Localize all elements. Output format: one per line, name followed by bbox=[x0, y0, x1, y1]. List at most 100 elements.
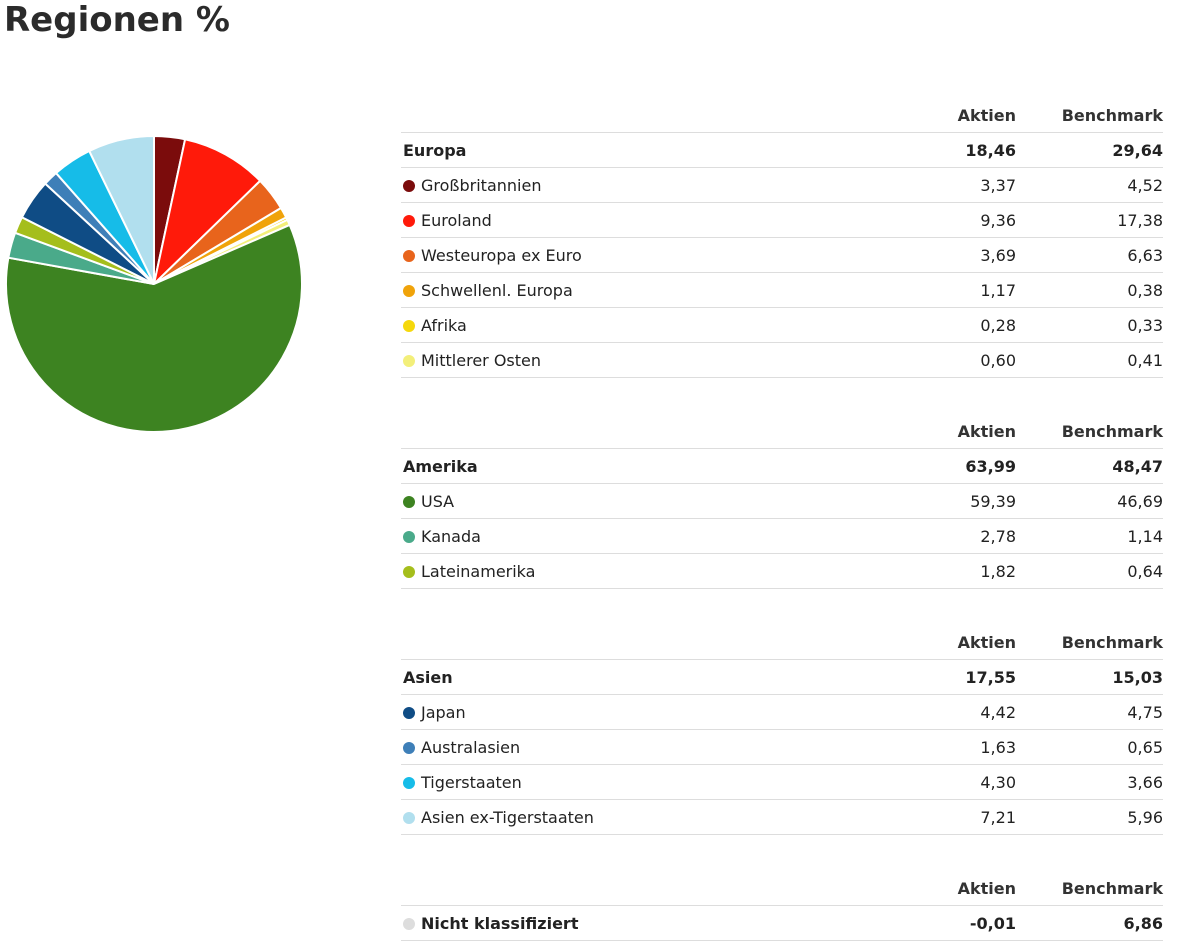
group-row: Asien 17,55 15,03 bbox=[401, 659, 1163, 695]
group-aktien: 18,46 bbox=[876, 132, 1016, 168]
unclassified-block: Aktien Benchmark Nicht klassifiziert -0,01 6… bbox=[401, 871, 1163, 941]
region-name: Westeuropa ex Euro bbox=[421, 245, 582, 265]
unclassified-benchmark: 6,86 bbox=[1016, 905, 1163, 941]
legend-dot-icon bbox=[403, 354, 415, 367]
table-row: Großbritannien 3,37 4,52 bbox=[401, 167, 1163, 203]
header-aktien: Aktien bbox=[957, 421, 1016, 441]
header-spacer bbox=[401, 871, 876, 906]
header-aktien: Aktien bbox=[957, 878, 1016, 898]
region-block: Aktien Benchmark Europa 18,46 29,64 Großbrita… bbox=[401, 98, 1163, 378]
pie-chart bbox=[0, 130, 310, 440]
table-row: Lateinamerika 1,82 0,64 bbox=[401, 553, 1163, 589]
region-name-cell: Afrika bbox=[401, 307, 876, 343]
table-row: Afrika 0,28 0,33 bbox=[401, 307, 1163, 343]
region-aktien: 1,17 bbox=[876, 272, 1016, 308]
unclassified-table: Aktien Benchmark Nicht klassifiziert -0,01 6… bbox=[401, 871, 1163, 941]
region-benchmark: 0,38 bbox=[1016, 272, 1163, 308]
region-name-cell: Japan bbox=[401, 694, 876, 730]
table-row: Westeuropa ex Euro 3,69 6,63 bbox=[401, 237, 1163, 273]
region-name: Mittlerer Osten bbox=[421, 350, 542, 370]
header-spacer bbox=[401, 414, 876, 449]
legend-dot-icon bbox=[403, 214, 415, 227]
region-benchmark: 4,52 bbox=[1016, 167, 1163, 203]
region-block: Aktien Benchmark Amerika 63,99 48,47 USA 59,39… bbox=[401, 414, 1163, 589]
legend-dot-icon bbox=[403, 530, 415, 543]
legend-dot-icon bbox=[403, 179, 415, 192]
region-name-cell: Großbritannien bbox=[401, 167, 876, 203]
region-name: USA bbox=[421, 491, 455, 511]
header-benchmark: Benchmark bbox=[1061, 105, 1163, 125]
region-name: Euroland bbox=[421, 210, 492, 230]
header-benchmark: Benchmark bbox=[1061, 878, 1163, 898]
region-aktien: 2,78 bbox=[876, 518, 1016, 554]
region-aktien: 59,39 bbox=[876, 483, 1016, 519]
region-name: Tigerstaaten bbox=[421, 772, 522, 792]
region-name-cell: Euroland bbox=[401, 202, 876, 238]
region-benchmark: 17,38 bbox=[1016, 202, 1163, 238]
pie-slice-asien-ex-tigerstaaten bbox=[87, 134, 155, 285]
region-name-cell: Mittlerer Osten bbox=[401, 342, 876, 378]
region-benchmark: 5,96 bbox=[1016, 799, 1163, 835]
pie-slice-usa bbox=[5, 223, 303, 433]
region-name: Japan bbox=[421, 702, 466, 722]
region-table: Aktien Benchmark Europa 18,46 29,64 Großbrita… bbox=[401, 98, 1163, 378]
region-name: Schwellenl. Europa bbox=[421, 280, 573, 300]
legend-dot-icon bbox=[403, 495, 415, 508]
unclassified-name-cell: Nicht klassifiziert bbox=[401, 905, 876, 941]
region-table: Aktien Benchmark Asien 17,55 15,03 Japan 4,42 4… bbox=[401, 625, 1163, 835]
group-name: Amerika bbox=[401, 448, 876, 484]
group-name: Asien bbox=[401, 659, 876, 695]
region-aktien: 0,60 bbox=[876, 342, 1016, 378]
header-spacer bbox=[401, 98, 876, 133]
legend-dot-icon bbox=[403, 917, 415, 930]
table-row: USA 59,39 46,69 bbox=[401, 483, 1163, 519]
table-row: Schwellenl. Europa 1,17 0,38 bbox=[401, 272, 1163, 308]
header-aktien: Aktien bbox=[957, 105, 1016, 125]
region-benchmark: 0,33 bbox=[1016, 307, 1163, 343]
legend-dot-icon bbox=[403, 706, 415, 719]
region-benchmark: 0,64 bbox=[1016, 553, 1163, 589]
group-benchmark: 48,47 bbox=[1016, 448, 1163, 484]
region-name-cell: Asien ex-Tigerstaaten bbox=[401, 799, 876, 835]
header-spacer bbox=[401, 625, 876, 660]
table-row: Kanada 2,78 1,14 bbox=[401, 518, 1163, 554]
region-name-cell: USA bbox=[401, 483, 876, 519]
region-name-cell: Lateinamerika bbox=[401, 553, 876, 589]
header-benchmark: Benchmark bbox=[1061, 632, 1163, 652]
region-name: Australasien bbox=[421, 737, 521, 757]
table-row: Japan 4,42 4,75 bbox=[401, 694, 1163, 730]
legend-dot-icon bbox=[403, 284, 415, 297]
pie-slice-euroland bbox=[152, 138, 262, 288]
region-name: Kanada bbox=[421, 526, 481, 546]
group-aktien: 17,55 bbox=[876, 659, 1016, 695]
legend-dot-icon bbox=[403, 811, 415, 824]
region-benchmark: 3,66 bbox=[1016, 764, 1163, 800]
region-benchmark: 1,14 bbox=[1016, 518, 1163, 554]
region-benchmark: 0,41 bbox=[1016, 342, 1163, 378]
region-aktien: 7,21 bbox=[876, 799, 1016, 835]
legend-dot-icon bbox=[403, 565, 415, 578]
table-row: Euroland 9,36 17,38 bbox=[401, 202, 1163, 238]
table-header: Aktien Benchmark bbox=[401, 871, 1163, 906]
region-benchmark: 6,63 bbox=[1016, 237, 1163, 273]
unclassified-aktien: -0,01 bbox=[876, 905, 1016, 941]
table-row: Australasien 1,63 0,65 bbox=[401, 729, 1163, 765]
group-row: Europa 18,46 29,64 bbox=[401, 132, 1163, 168]
header-benchmark: Benchmark bbox=[1061, 421, 1163, 441]
region-aktien: 9,36 bbox=[876, 202, 1016, 238]
legend-dot-icon bbox=[403, 249, 415, 262]
region-benchmark: 46,69 bbox=[1016, 483, 1163, 519]
region-tables: Aktien Benchmark Europa 18,46 29,64 Großbrita… bbox=[401, 98, 1163, 941]
group-row: Amerika 63,99 48,47 bbox=[401, 448, 1163, 484]
table-header: Aktien Benchmark bbox=[401, 98, 1163, 133]
region-aktien: 0,28 bbox=[876, 307, 1016, 343]
group-benchmark: 29,64 bbox=[1016, 132, 1163, 168]
region-name-cell: Schwellenl. Europa bbox=[401, 272, 876, 308]
legend-dot-icon bbox=[403, 741, 415, 754]
region-aktien: 1,82 bbox=[876, 553, 1016, 589]
region-aktien: 1,63 bbox=[876, 729, 1016, 765]
region-name-cell: Kanada bbox=[401, 518, 876, 554]
region-benchmark: 4,75 bbox=[1016, 694, 1163, 730]
region-name-cell: Tigerstaaten bbox=[401, 764, 876, 800]
region-table: Aktien Benchmark Amerika 63,99 48,47 USA 59,39… bbox=[401, 414, 1163, 589]
